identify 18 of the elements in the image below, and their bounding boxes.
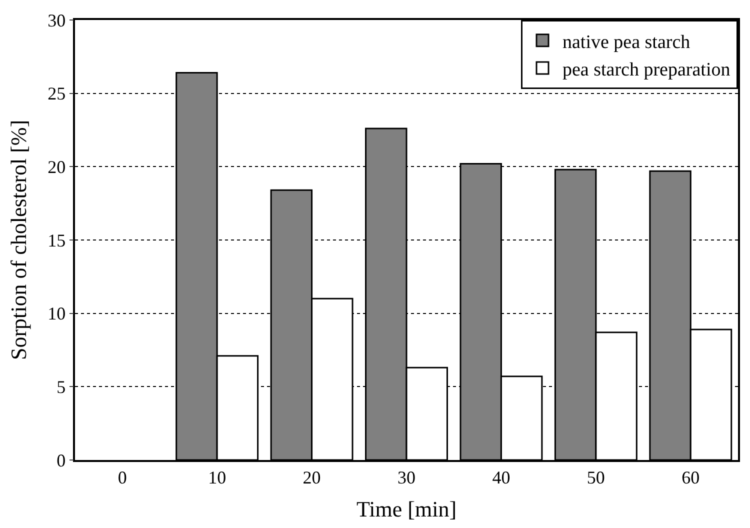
x-tick-label: 10 <box>208 467 226 488</box>
x-tick-label: 0 <box>118 467 127 488</box>
y-tick-label: 30 <box>48 10 66 30</box>
y-tick-label: 10 <box>48 304 66 324</box>
x-tick-label: 60 <box>682 467 700 488</box>
x-tick-label: 50 <box>586 467 605 488</box>
x-tick-label: 20 <box>302 467 321 488</box>
x-axis-title: Time [min] <box>356 496 457 522</box>
y-tick-label: 5 <box>56 376 66 397</box>
y-tick-label: 0 <box>56 450 66 470</box>
y-axis-title: Sorption of cholesterol [%] <box>6 120 31 360</box>
x-tick-label: 40 <box>492 467 510 488</box>
y-tick-label: 20 <box>48 156 66 177</box>
legend-label: native pea starch <box>562 32 691 53</box>
legend-label: pea starch preparation <box>562 59 731 80</box>
y-tick-label: 25 <box>48 84 66 104</box>
y-tick-label: 15 <box>48 230 66 250</box>
x-tick-label: 30 <box>398 467 416 488</box>
